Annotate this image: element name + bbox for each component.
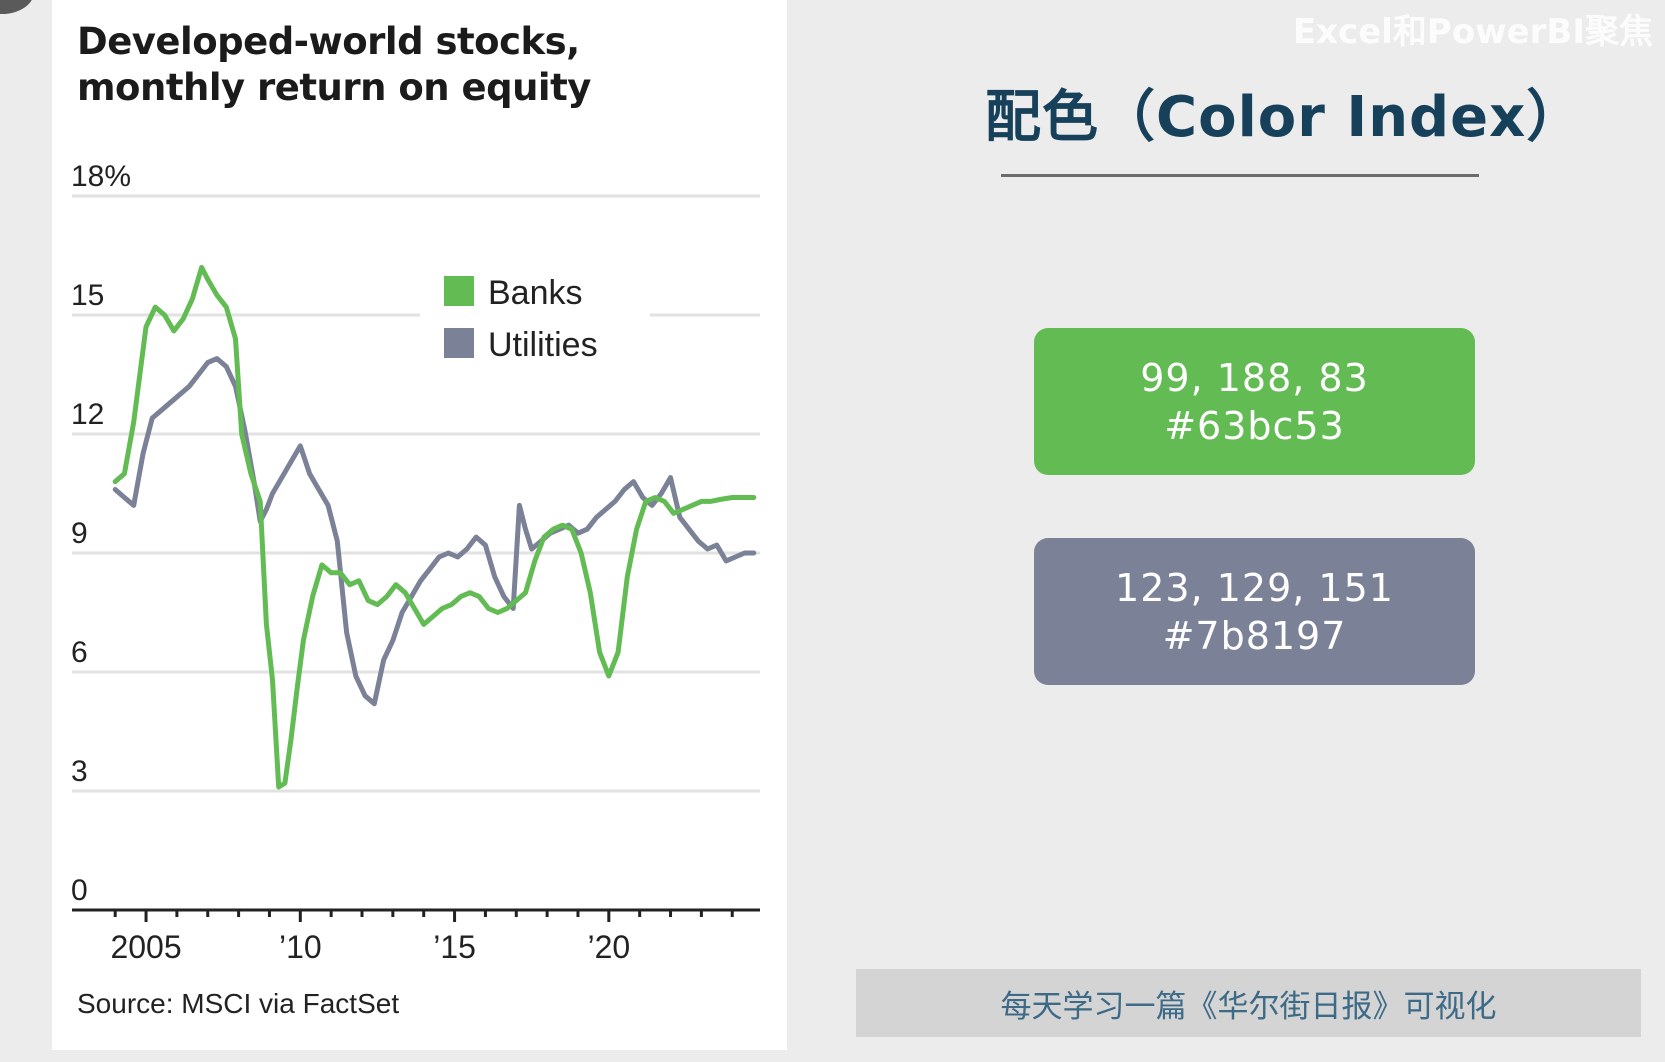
window-corner-shadow: [0, 0, 34, 14]
gray-hex-value: #7b8197: [1162, 613, 1347, 658]
daily-learning-banner: 每天学习一篇《华尔街日报》可视化: [856, 969, 1641, 1037]
x-tick-label: ’10: [279, 929, 322, 965]
x-tick-label: ’15: [433, 929, 476, 965]
legend-swatch-utilities: [444, 328, 474, 358]
chart-source: Source: MSCI via FactSet: [77, 988, 400, 1019]
utilities-line: [112, 356, 757, 707]
chart-title-line-2: monthly return on equity: [77, 66, 591, 109]
legend-label-banks: Banks: [488, 274, 583, 312]
y-tick-label: 18%: [71, 160, 131, 193]
y-tick-label: 3: [71, 755, 88, 788]
chart-panel: Developed-world stocks, monthly return o…: [52, 0, 787, 1050]
watermark: Excel和PowerBI聚焦: [1292, 12, 1653, 52]
green-hex-value: #63bc53: [1164, 403, 1345, 448]
gray-color-swatch: 123, 129, 151 #7b8197: [1034, 538, 1475, 685]
green-rgb-value: 99, 188, 83: [1140, 355, 1369, 400]
gray-rgb-value: 123, 129, 151: [1115, 565, 1394, 610]
legend-label-utilities: Utilities: [488, 326, 598, 364]
banks-line: [112, 264, 757, 790]
line-chart: 0 3 6 9 12 15 18% 2005 ’10 ’15 ’20 Banks Utilities: [71, 160, 760, 965]
y-tick-label: 9: [71, 517, 88, 550]
chart-title-line-1: Developed-world stocks,: [77, 20, 580, 63]
x-tick-label: ’20: [587, 929, 630, 965]
legend-swatch-banks: [444, 276, 474, 306]
y-tick-label: 0: [71, 874, 88, 907]
green-color-swatch: 99, 188, 83 #63bc53: [1034, 328, 1475, 475]
y-tick-label: 12: [71, 398, 104, 431]
x-tick-label: 2005: [110, 929, 181, 965]
y-tick-label: 15: [71, 279, 104, 312]
title-underline: [1001, 174, 1479, 177]
color-index-title: 配色（Color Index）: [985, 85, 1584, 150]
y-tick-label: 6: [71, 636, 88, 669]
